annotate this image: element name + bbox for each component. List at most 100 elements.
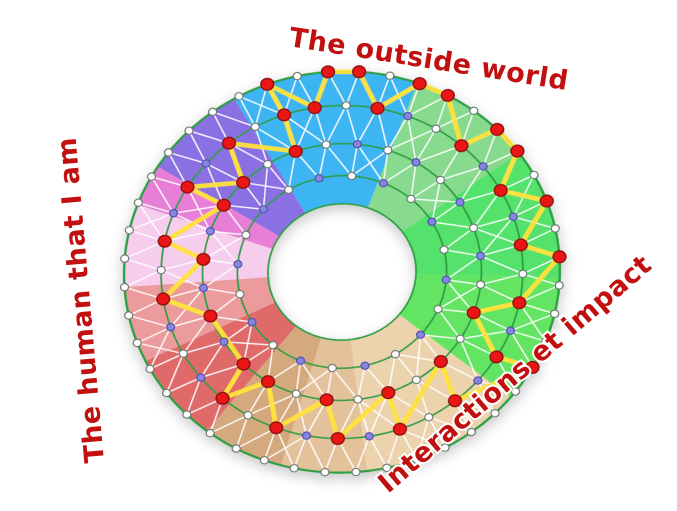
red-node [510,144,525,158]
mesh-line [325,105,347,145]
mesh-line [420,334,461,340]
mesh-line [124,257,162,271]
white-node [476,280,486,289]
red-node [156,292,171,306]
purple-node [403,111,413,121]
white-node [124,225,134,235]
white-node [321,140,331,149]
mesh-line [431,221,474,229]
white-node [424,412,434,422]
white-node [468,223,479,233]
mesh-line [440,165,484,181]
ring-outline [160,104,524,440]
white-node [132,338,142,348]
purple-node [219,337,229,347]
white-node [241,230,251,240]
purple-node [352,139,362,149]
red-node [236,175,251,190]
red-node [215,391,230,405]
mesh-line [446,279,481,286]
mesh-line [166,376,202,394]
mesh-line [477,380,496,414]
mesh-line [186,186,211,232]
white-node [234,92,244,101]
white-node [320,467,330,477]
mesh-line [356,108,379,145]
red-node [440,88,455,103]
mesh-line [160,258,204,271]
white-node [146,172,157,181]
mesh-line [266,163,290,191]
white-node [327,363,337,373]
label-human-that-i-am: The human that I am [52,136,111,464]
red-node [196,252,211,266]
white-node [156,265,166,275]
white-node [289,464,299,473]
white-node [411,375,422,385]
white-node [541,337,551,346]
sector-tan [206,326,322,466]
mesh-line [202,263,239,289]
mesh-line [459,338,479,381]
mesh-line [210,230,247,236]
white-node [341,101,351,110]
white-node [435,175,446,185]
mesh-line [473,216,514,229]
white-node [412,455,422,464]
red-node [276,108,292,122]
purple-node [201,159,211,168]
red-node [539,194,554,208]
mesh-line [387,392,430,418]
mesh-line [345,105,359,145]
white-node [243,411,253,420]
red-node [157,234,172,248]
purple-node [473,376,483,385]
mesh-line [235,427,277,450]
white-node [455,334,465,344]
white-node [440,443,450,452]
mesh-line [238,96,256,128]
white-node [469,106,479,116]
red-node [466,306,481,320]
purple-node [166,322,176,332]
mesh-line [203,287,241,295]
white-node [383,145,393,155]
red-node [216,198,231,212]
mesh-line [331,367,359,400]
red-node [392,422,408,436]
mesh-line [350,144,359,177]
white-node [162,388,172,398]
red-node [512,296,527,310]
mesh-line [137,202,166,242]
purple-node [475,251,486,261]
mesh-line [254,84,269,127]
mesh-line [124,269,162,288]
mesh-line [477,379,516,393]
red-node [260,375,276,389]
mesh-line [368,436,388,469]
mesh-line [509,330,534,368]
purple-node [411,158,421,167]
mesh-line [235,415,249,449]
purple-node [196,373,206,382]
white-node [431,124,441,133]
white-node [262,159,273,169]
red-node [319,393,334,407]
red-node [288,144,303,158]
mesh-line [295,360,302,394]
mesh-line [519,284,560,304]
mesh-line [209,230,239,265]
white-node [433,304,443,314]
purple-node [233,259,243,269]
white-node [208,107,218,117]
red-node [490,122,505,137]
purple-node [205,227,215,236]
purple-node [168,209,179,218]
red-node [370,101,385,115]
red-node [320,65,336,79]
sector-red [145,302,297,431]
mesh-line [357,365,366,400]
mesh-line [200,363,244,379]
ring-outline [267,202,417,342]
mesh-line [410,162,417,200]
